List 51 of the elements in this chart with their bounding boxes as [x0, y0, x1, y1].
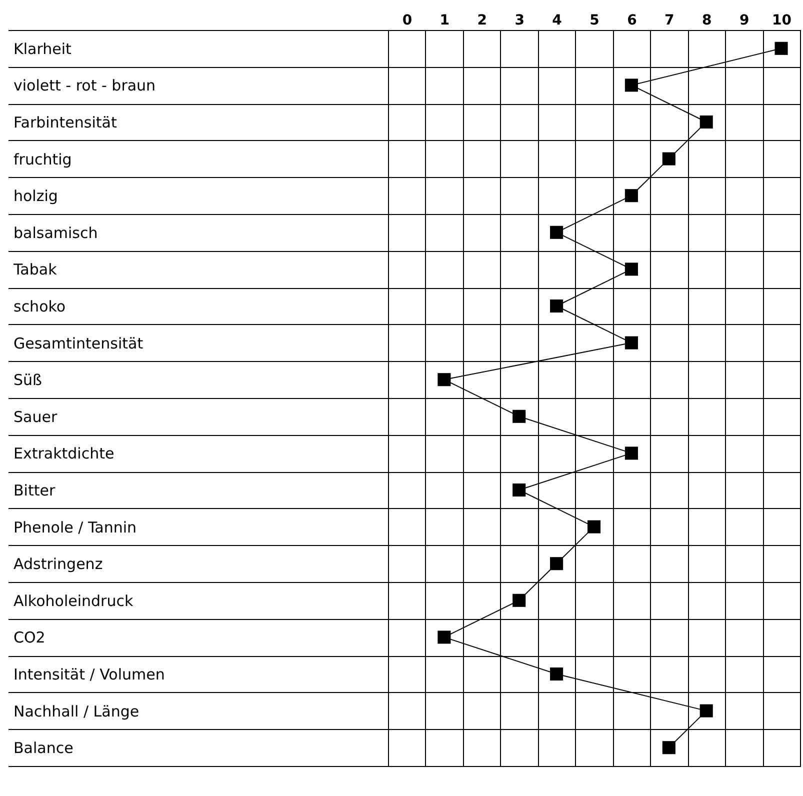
point: [624, 336, 638, 350]
y-tick-label: Adstringenz: [14, 555, 103, 574]
x2-tick-label: 6: [627, 12, 637, 28]
x2-tick-label: 10: [772, 12, 792, 28]
point: [512, 483, 526, 497]
y-tick-label: Alkoholeindruck: [14, 592, 134, 610]
x2-tick-label: 4: [552, 12, 562, 28]
point: [550, 557, 564, 570]
y-tick-label: Nachhall / Länge: [14, 702, 140, 720]
y-tick-label: holzig: [14, 187, 58, 206]
point: [662, 152, 676, 166]
point: [624, 189, 638, 202]
y-tick-label: violett - rot - braun: [14, 76, 156, 95]
x2-tick-label: 8: [702, 12, 712, 28]
y-tick-label: Balance: [14, 739, 74, 758]
point: [550, 299, 564, 313]
y-tick-label: Bitter: [14, 482, 56, 500]
point: [438, 630, 451, 644]
y-tick-label: Intensität / Volumen: [14, 666, 165, 684]
y-tick-label: fruchtig: [14, 150, 72, 168]
x2-tick-label: 7: [664, 12, 674, 28]
x2-tick-label: 3: [514, 12, 524, 28]
y-tick-label: Phenole / Tannin: [14, 518, 137, 536]
y-tick-label: Klarheit: [14, 40, 72, 58]
point: [512, 594, 526, 607]
point: [550, 226, 564, 239]
point: [438, 373, 451, 386]
point: [512, 410, 526, 423]
point: [624, 446, 638, 460]
point: [624, 262, 638, 276]
point: [774, 42, 788, 55]
y-tick-label: Extraktdichte: [14, 444, 114, 463]
y-tick-label: Sauer: [14, 408, 58, 426]
point: [700, 115, 713, 129]
y-tick-label: schoko: [14, 298, 66, 316]
y-tick-label: Farbintensität: [14, 114, 117, 132]
point: [662, 741, 676, 754]
y-tick-label: Tabak: [12, 260, 58, 279]
y-tick-label: Gesamtintensität: [14, 334, 144, 352]
point: [624, 78, 638, 92]
point: [550, 667, 564, 681]
x2-tick-label: 5: [590, 12, 600, 28]
x2-tick-label: 2: [477, 12, 488, 28]
x2-tick-label: 9: [739, 12, 750, 28]
point: [587, 520, 601, 534]
y-tick-label: Süß: [14, 371, 42, 390]
x2-tick-label: 0: [402, 12, 412, 28]
y-tick-label: CO2: [14, 628, 46, 647]
point: [700, 704, 713, 718]
x2-tick-label: 1: [440, 12, 450, 28]
y-tick-label: balsamisch: [14, 224, 98, 242]
